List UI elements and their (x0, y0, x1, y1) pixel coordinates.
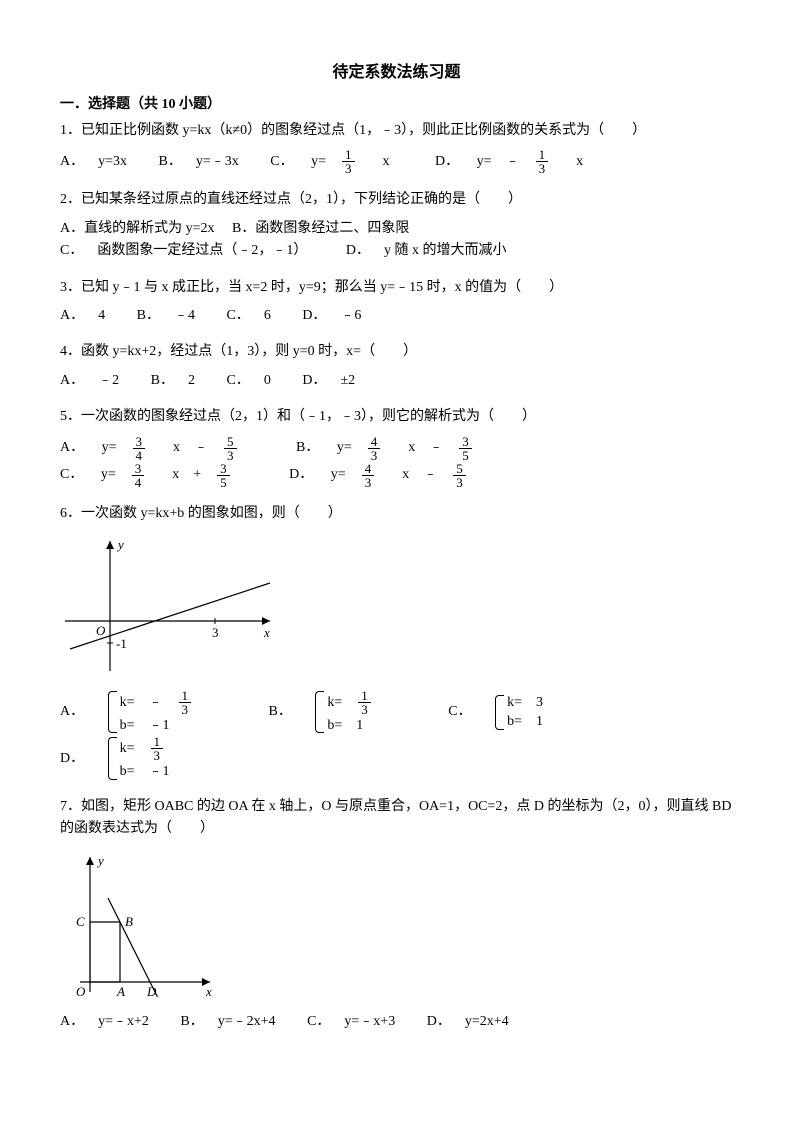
question-4: 4．函数 y=kx+2，经过点（1，3），则 y=0 时，x=（ ） (60, 341, 733, 363)
q1-opt-a: A．y=3x (60, 154, 141, 169)
q1-opt-b: B．y=﹣3x (159, 154, 253, 169)
q2-opt-b: B．函数图象经过二、四象限 (232, 221, 409, 236)
q5-opt-a: A． y=34x﹣53 (60, 440, 282, 455)
q7-opt-d: D．y=2x+4 (427, 1014, 523, 1029)
svg-text:D: D (146, 984, 157, 999)
q3-opt-c: C．6 (226, 308, 284, 323)
q7-diagram: O A B C Dx y (60, 847, 220, 1007)
svg-text:3: 3 (212, 625, 219, 640)
svg-text:y: y (96, 853, 104, 868)
section-heading: 一．选择题（共 10 小题） (60, 94, 733, 116)
q6-opt-d: D． k=13 b=﹣1 (60, 735, 219, 782)
q3-opt-b: B．﹣4 (137, 308, 209, 323)
svg-text:y: y (116, 537, 124, 552)
q5-opt-b: B． y=43x﹣35 (296, 440, 514, 455)
q4-opt-c: C．0 (226, 373, 284, 388)
question-3-answers: A．4 B．﹣4 C．6 D．﹣6 (60, 305, 733, 327)
q6-opt-c: C． k=3 b=1 (448, 693, 585, 732)
q5-opt-d: D． y=43x﹣53 (289, 467, 508, 482)
q1-opt-d: D． y=﹣13x (435, 154, 611, 169)
question-1-answers: A．y=3x B．y=﹣3x C． y=13x D． y=﹣13x (60, 148, 733, 175)
q6-opt-b: B． k=13 b=1 (269, 689, 427, 736)
q3-opt-d: D．﹣6 (302, 308, 375, 323)
question-1: 1．已知正比例函数 y=kx（k≠0）的图象经过点（1，﹣3），则此正比例函数的… (60, 120, 733, 142)
question-7-answers: A．y=﹣x+2 B．y=﹣2x+4 C．y=﹣x+3 D．y=2x+4 (60, 1011, 733, 1033)
q3-opt-a: A．4 (60, 308, 119, 323)
q2-opt-d: D．y 随 x 的增大而减小 (346, 243, 521, 258)
q2-opt-c: C．函数图象一定经过点（﹣2，﹣1） (60, 243, 314, 258)
q2-opt-a: A．直线的解析式为 y=2x (60, 221, 215, 236)
q6-graph: 3 -1 Ox y (60, 531, 280, 681)
question-6: 6．一次函数 y=kx+b 的图象如图，则（ ） (60, 503, 733, 525)
q4-opt-b: B．2 (151, 373, 209, 388)
svg-text:x: x (205, 984, 212, 999)
q1-opt-c: C． y=13x (270, 154, 421, 169)
q5-opt-c: C． y=34x+35 (60, 467, 275, 482)
svg-text:x: x (263, 625, 270, 640)
question-7: 7．如图，矩形 OABC 的边 OA 在 x 轴上，O 与原点重合，OA=1，O… (60, 796, 733, 841)
question-3: 3．已知 y﹣1 与 x 成正比，当 x=2 时，y=9；那么当 y=﹣15 时… (60, 277, 733, 299)
q6-opt-a: A． k=﹣13 b=﹣1 (60, 689, 247, 736)
question-5: 5．一次函数的图象经过点（2，1）和（﹣1，﹣3），则它的解析式为（ ） (60, 406, 733, 428)
svg-text:C: C (76, 914, 85, 929)
question-2: 2．已知某条经过原点的直线还经过点（2，1），下列结论正确的是（ ） (60, 189, 733, 211)
q7-opt-c: C．y=﹣x+3 (307, 1014, 409, 1029)
q7-opt-a: A．y=﹣x+2 (60, 1014, 163, 1029)
page-title: 待定系数法练习题 (60, 60, 733, 86)
svg-text:O: O (76, 984, 86, 999)
question-4-answers: A．﹣2 B．2 C．0 D．±2 (60, 370, 733, 392)
svg-text:-1: -1 (116, 636, 127, 651)
question-5-answers: A． y=34x﹣53 B． y=43x﹣35 C． y=34x+35 D． y… (60, 435, 733, 489)
question-2-answers-line1: A．直线的解析式为 y=2x B．函数图象经过二、四象限 (60, 218, 733, 240)
q4-opt-d: D．±2 (302, 373, 369, 388)
question-6-answers: A． k=﹣13 b=﹣1 B． k=13 b=1 C． k=3 b=1 D． … (60, 689, 733, 782)
svg-text:B: B (125, 914, 133, 929)
q7-opt-b: B．y=﹣2x+4 (180, 1014, 289, 1029)
q4-opt-a: A．﹣2 (60, 373, 133, 388)
question-2-answers-line2: C．函数图象一定经过点（﹣2，﹣1） D．y 随 x 的增大而减小 (60, 240, 733, 262)
svg-text:O: O (96, 623, 106, 638)
svg-text:A: A (116, 984, 125, 999)
